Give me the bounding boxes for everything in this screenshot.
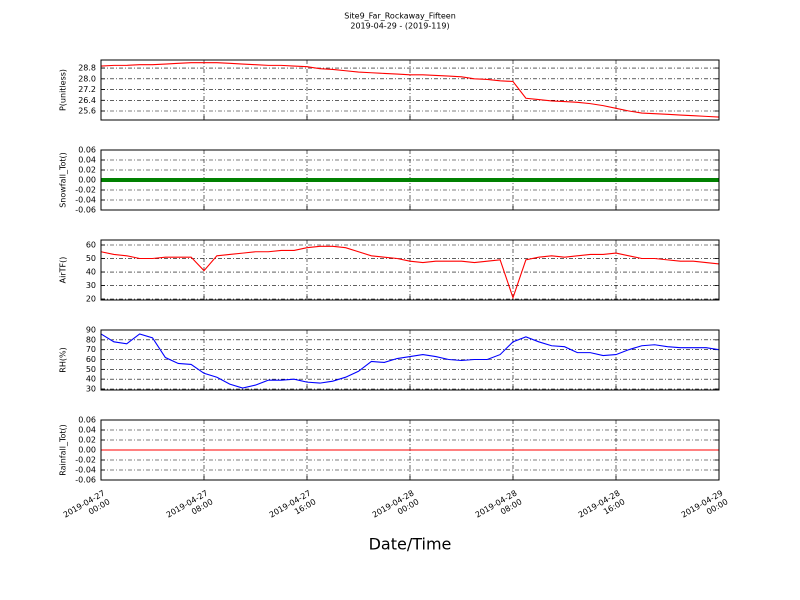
- y-tick-label: -0.04: [75, 466, 96, 475]
- plot-frame: [100, 239, 720, 301]
- data-line: [100, 62, 720, 118]
- plot-frame: [100, 149, 720, 211]
- y-tick-label: 30: [86, 385, 96, 394]
- plot-frame: [100, 59, 720, 121]
- y-tick-label: 20: [86, 295, 96, 304]
- y-tick-label: -0.02: [75, 456, 96, 465]
- y-tick-label: 90: [86, 326, 96, 335]
- y-axis-label: Snowfall_Tot(): [59, 152, 68, 208]
- plot-frame: [100, 419, 720, 481]
- y-tick-label: 28.0: [78, 74, 96, 83]
- y-tick-label: -0.06: [75, 476, 96, 485]
- y-tick-label: 0.00: [78, 446, 96, 455]
- y-axis-label: RH(%): [59, 347, 68, 372]
- y-tick-label: 50: [86, 365, 96, 374]
- y-tick-label: 50: [86, 254, 96, 263]
- x-axis-label: Date/Time: [369, 535, 452, 554]
- data-line: [100, 333, 720, 389]
- y-tick-label: 26.4: [78, 96, 96, 105]
- y-tick-label: 30: [86, 281, 96, 290]
- y-tick-label: 0.02: [78, 166, 96, 175]
- y-tick-label: 0.00: [78, 176, 96, 185]
- y-tick-label: 80: [86, 335, 96, 344]
- y-tick-label: 0.06: [78, 146, 96, 155]
- y-tick-label: 27.2: [78, 85, 96, 94]
- y-tick-label: 40: [86, 268, 96, 277]
- y-tick-label: -0.02: [75, 186, 96, 195]
- y-tick-label: 28.8: [78, 64, 96, 73]
- chart-title: Site9_Far_Rockaway_Fifteen: [344, 12, 456, 21]
- data-line: [100, 245, 720, 300]
- plot-frame: [100, 329, 720, 391]
- y-axis-label: AirTF(): [59, 257, 68, 284]
- chart-subtitle: 2019-04-29 - (2019-119): [350, 22, 449, 31]
- y-tick-label: 70: [86, 345, 96, 354]
- y-tick-label: 25.6: [78, 107, 96, 116]
- y-tick-label: -0.06: [75, 206, 96, 215]
- y-axis-label: P(unitless): [59, 69, 68, 111]
- y-axis-label: Rainfall_Tot(): [59, 424, 68, 476]
- y-tick-label: 60: [86, 355, 96, 364]
- y-tick-label: 0.06: [78, 416, 96, 425]
- y-tick-label: -0.04: [75, 196, 96, 205]
- y-tick-label: 40: [86, 375, 96, 384]
- y-tick-label: 0.04: [78, 156, 96, 165]
- y-tick-label: 0.02: [78, 436, 96, 445]
- y-tick-label: 0.04: [78, 426, 96, 435]
- y-tick-label: 60: [86, 241, 96, 250]
